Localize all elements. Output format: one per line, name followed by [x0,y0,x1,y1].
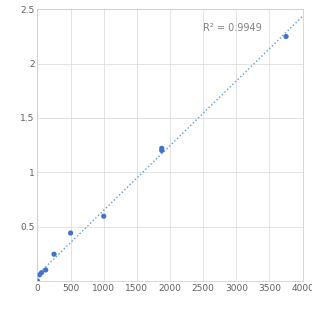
Point [68,231,73,236]
Point [159,148,164,153]
Point [51,252,56,257]
Point [39,270,44,275]
Point [37,272,42,277]
Point [284,34,289,39]
Point [101,214,106,219]
Point [43,267,48,272]
Point [159,146,164,151]
Text: R² = 0.9949: R² = 0.9949 [203,23,262,33]
Point [35,278,40,283]
